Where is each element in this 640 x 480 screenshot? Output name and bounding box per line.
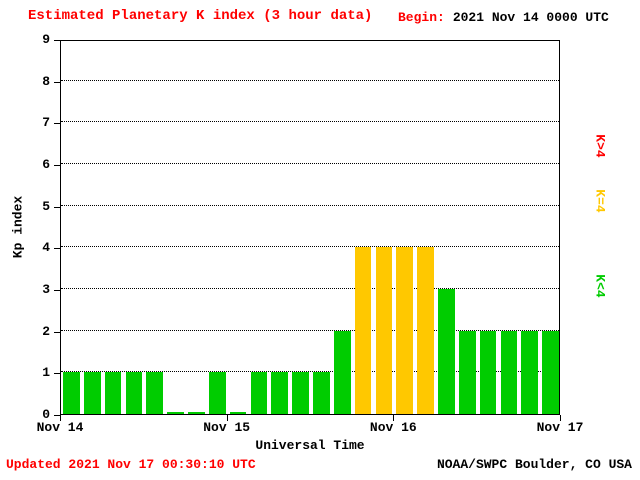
legend-k-equal-4: K=4	[592, 189, 608, 213]
x-tick-label: Nov 15	[203, 420, 251, 435]
gridline	[61, 204, 559, 206]
y-tick-label: 3	[42, 282, 50, 297]
footer-updated: Updated 2021 Nov 17 00:30:10 UTC	[6, 457, 256, 472]
y-tick	[54, 81, 60, 83]
y-tick-label: 2	[42, 323, 50, 339]
gridline	[61, 79, 559, 81]
x-tick-label: Nov 16	[369, 420, 417, 435]
kp-bar	[188, 412, 205, 414]
x-tick-label: Nov 17	[536, 420, 584, 435]
y-tick	[54, 40, 60, 41]
kp-bar	[375, 247, 393, 414]
kp-bar	[521, 330, 539, 414]
y-tick-label: 8	[42, 73, 50, 89]
gridline	[61, 288, 559, 289]
begin-label: Begin:	[398, 10, 445, 25]
chart-title: Estimated Planetary K index (3 hour data…	[28, 8, 373, 24]
gridline	[61, 329, 559, 331]
y-tick	[54, 206, 60, 208]
kp-bar	[271, 372, 289, 414]
kp-bar	[438, 289, 455, 414]
kp-bar	[125, 372, 143, 414]
kp-bar	[250, 372, 268, 414]
begin-row: Begin: 2021 Nov 14 0000 UTC	[398, 10, 609, 25]
y-tick	[54, 331, 60, 333]
kp-bar	[458, 330, 476, 414]
y-tick-label: 7	[42, 115, 50, 131]
y-tick-label: 5	[42, 198, 50, 214]
y-tick	[54, 123, 60, 125]
y-tick	[54, 415, 60, 416]
y-tick	[54, 248, 60, 250]
begin-value: 2021 Nov 14 0000 UTC	[452, 10, 609, 25]
y-tick	[54, 290, 60, 291]
y-tick-label: 0	[42, 407, 50, 422]
kp-bar	[354, 247, 372, 414]
footer-source: NOAA/SWPC Boulder, CO USA	[436, 457, 632, 472]
x-axis-title: Universal Time	[255, 438, 365, 453]
kp-bar	[542, 330, 559, 414]
gridline	[61, 163, 559, 164]
x-tick	[60, 415, 61, 421]
kp-bar	[63, 372, 80, 414]
y-tick-label: 6	[42, 157, 50, 172]
y-tick-label: 4	[42, 240, 50, 256]
kp-bar	[83, 372, 101, 414]
kp-bar	[313, 372, 330, 414]
legend-k-below-4: K<4	[592, 274, 608, 298]
kp-bar	[229, 412, 247, 414]
legend-k-above-4: K>4	[592, 134, 608, 158]
x-tick-label: Nov 14	[36, 420, 84, 435]
kp-bar	[292, 372, 309, 414]
x-tick	[560, 415, 561, 421]
kp-bar	[333, 330, 351, 414]
kp-bar	[500, 330, 518, 414]
x-tick	[393, 415, 395, 421]
kp-bar	[208, 372, 226, 414]
kp-bar	[417, 247, 434, 414]
kp-bar	[167, 412, 184, 414]
y-tick	[54, 165, 60, 166]
gridline	[61, 121, 559, 123]
y-tick-label: 9	[42, 32, 50, 47]
kp-bar	[104, 372, 122, 414]
kp-bar	[396, 247, 414, 414]
y-tick-label: 1	[42, 365, 50, 381]
plot-area	[60, 40, 560, 415]
y-tick	[54, 373, 60, 375]
gridline	[61, 246, 559, 248]
gridline	[61, 371, 559, 373]
x-tick	[226, 415, 228, 421]
kp-bar	[146, 372, 164, 414]
kp-bar	[479, 330, 497, 414]
